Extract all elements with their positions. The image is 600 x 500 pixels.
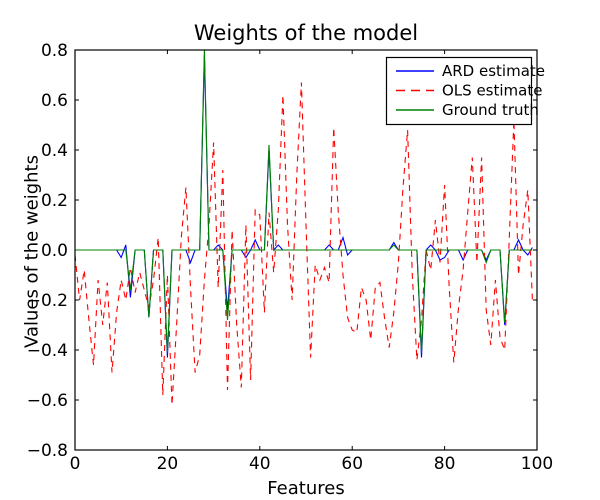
ard-legend-label: ARD estimate xyxy=(442,62,545,80)
y-tick-label: 0.2 xyxy=(41,191,68,211)
x-tick-label: 0 xyxy=(70,454,81,474)
x-tick-label: 100 xyxy=(521,454,553,474)
chart-title: Weights of the model xyxy=(193,21,419,45)
y-tick-label: 0.0 xyxy=(41,241,68,261)
x-tick-label: 20 xyxy=(157,454,179,474)
legend-box xyxy=(385,56,533,126)
truth-line xyxy=(75,50,533,353)
y-tick-label: −0.4 xyxy=(27,341,68,361)
x-tick-label: 40 xyxy=(249,454,271,474)
truth-legend-label: Ground truth xyxy=(442,101,539,119)
x-tick-label: 60 xyxy=(341,454,363,474)
y-tick-label: −0.8 xyxy=(27,441,68,461)
ols-legend-label: OLS estimate xyxy=(442,82,542,100)
x-axis-label: Features xyxy=(267,478,345,499)
y-axis-label: Values of the weights xyxy=(21,155,43,348)
y-tick-label: 0.6 xyxy=(41,91,68,111)
y-tick-label: 0.4 xyxy=(41,141,68,161)
ols-line xyxy=(75,82,533,406)
x-tick-label: 80 xyxy=(434,454,456,474)
y-tick-label: 0.8 xyxy=(41,41,68,61)
plot-border xyxy=(74,49,538,451)
y-tick-label: −0.2 xyxy=(27,291,68,311)
y-tick-label: −0.6 xyxy=(27,391,68,411)
